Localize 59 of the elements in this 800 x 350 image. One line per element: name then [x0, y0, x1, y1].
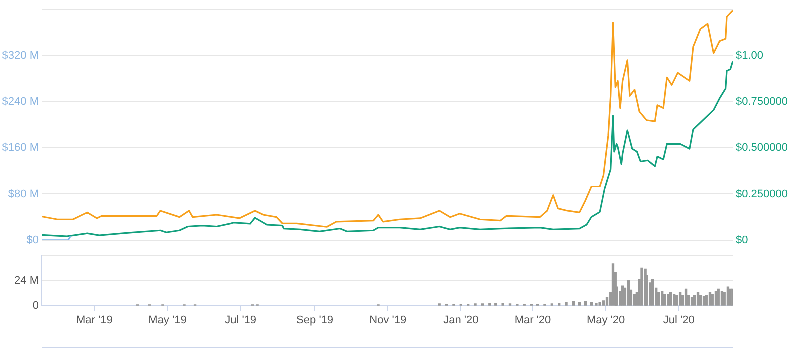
x-tick-label: Jul '19 [225, 314, 257, 327]
y-tick-label: $320 M [2, 50, 39, 62]
bar [678, 292, 682, 306]
x-tick-label: Jul '20 [663, 314, 695, 327]
bar [633, 294, 636, 306]
bar [558, 303, 561, 306]
bar [488, 303, 492, 306]
bar [675, 295, 678, 306]
bar [720, 290, 724, 306]
x-tick-label: Sep '19 [296, 314, 334, 327]
y-tick-label: $80 M [8, 188, 39, 200]
bar [705, 295, 708, 306]
bar [584, 301, 588, 306]
bar [711, 294, 714, 306]
bar [663, 294, 666, 306]
x-tick-label: Mar '20 [514, 314, 552, 327]
y-tick-label: 24 M [14, 274, 39, 287]
x-tick-label: Jan '20 [444, 314, 479, 327]
y-tick-label: $160 M [2, 142, 39, 154]
bar [661, 290, 664, 306]
bar [578, 302, 582, 306]
x-tick-label: May '19 [148, 314, 187, 327]
y-tick-label: 0 [32, 300, 39, 312]
y2-tick-label: $0.250000 [736, 188, 788, 200]
bar [494, 303, 498, 306]
bar [595, 303, 598, 306]
bar [726, 286, 730, 306]
bar [672, 294, 676, 306]
y2-tick-label: $0.500000 [736, 142, 788, 154]
bar [696, 292, 700, 306]
bar [717, 288, 720, 306]
x-tick-label: May '20 [586, 314, 626, 327]
bar [612, 264, 615, 306]
bar [657, 292, 660, 306]
bar [708, 292, 712, 306]
x-tick-label: Nov '19 [370, 314, 407, 327]
y2-tick-label: $0.750000 [736, 96, 788, 108]
bar [651, 279, 654, 306]
y-tick-label: $0 [26, 234, 39, 246]
bar [502, 303, 504, 306]
x-tick-label: Mar '19 [76, 314, 113, 327]
y-tick-label: $240 M [2, 96, 39, 108]
bar [693, 295, 696, 306]
bar [714, 290, 718, 306]
bar [598, 302, 602, 306]
y2-tick-label: $1.00 [736, 50, 764, 62]
bar [702, 296, 706, 306]
bar [667, 294, 670, 306]
bar [684, 288, 688, 306]
bar [627, 280, 630, 306]
bar [565, 302, 568, 306]
bar [669, 292, 672, 306]
bar [572, 301, 576, 306]
bar [590, 302, 594, 306]
y2-tick-label: $0 [736, 234, 748, 246]
bar [602, 300, 605, 306]
bar [640, 268, 644, 306]
bar [699, 295, 702, 306]
bar [690, 297, 694, 306]
